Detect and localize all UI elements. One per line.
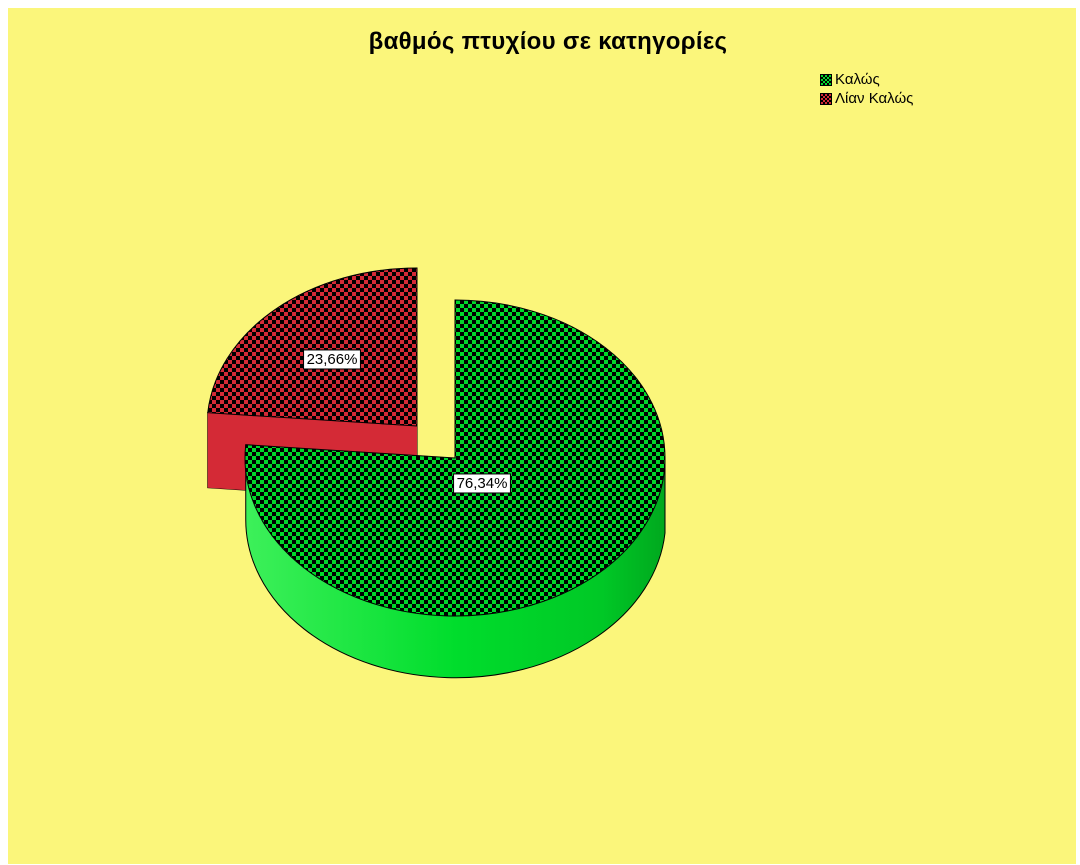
legend-item-kalos: Καλώς: [820, 70, 913, 89]
data-label-kalos: 76,34%: [453, 473, 511, 494]
slice-kalos: [244, 299, 666, 617]
legend-label-kalos: Καλώς: [835, 71, 880, 88]
legend-item-lian-kalos: Λίαν Καλώς: [820, 89, 913, 108]
legend-swatch-kalos: [820, 73, 832, 86]
data-label-lian-kalos: 23,66%: [303, 349, 361, 370]
chart-title: βαθμός πτυχίου σε κατηγορίες: [368, 28, 728, 55]
legend-label-lian-kalos: Λίαν Καλώς: [835, 90, 914, 107]
slice-lian-kalos: [207, 267, 418, 427]
chart-legend: Καλώς Λίαν Καλώς: [820, 70, 913, 108]
svg-text:23,66%: 23,66%: [307, 351, 358, 368]
legend-swatch-lian-kalos: [820, 92, 832, 105]
svg-text:76,34%: 76,34%: [457, 475, 508, 492]
